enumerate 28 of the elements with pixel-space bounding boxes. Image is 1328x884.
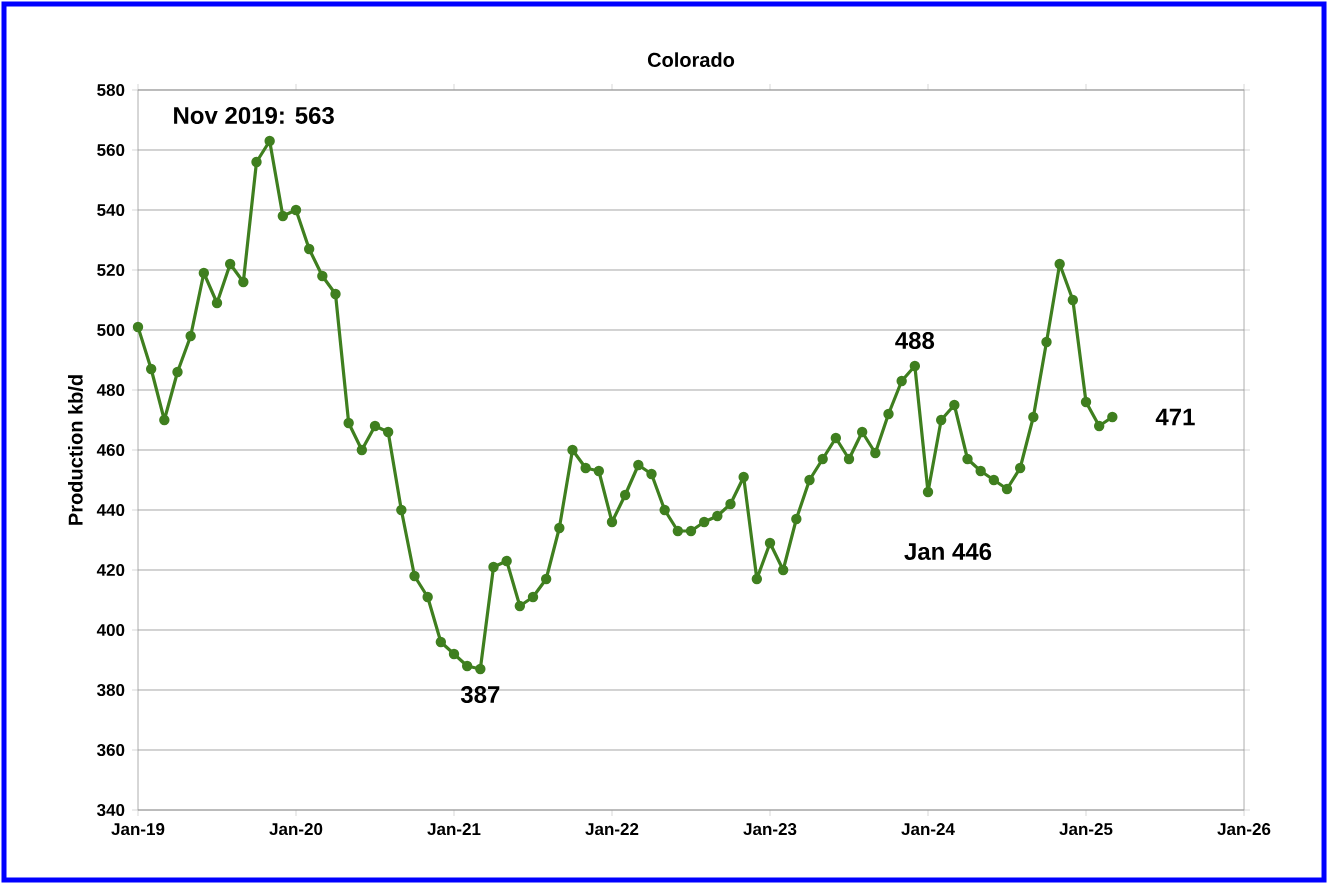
x-tick-label: Jan-23 [743,823,797,836]
y-tick-label: 580 [97,83,125,96]
y-tick-label: 340 [96,803,125,817]
x-tick-label: Jan-25 [1059,823,1113,836]
y-tick-label: 360 [96,743,125,757]
y-tick-label: 420 [96,563,125,577]
y-tick-label: 380 [96,683,125,697]
y-tick-label: 500 [97,323,125,337]
x-tick-label: Jan-26 [1217,823,1271,836]
y-tick-label: 560 [97,143,125,156]
x-tick-label: Jan-19 [111,823,165,836]
x-tick-label: Jan-21 [427,823,481,836]
annotation: 488 [895,331,935,349]
y-tick-label: 460 [96,443,125,457]
annotation: Nov 2019: 563 [174,106,334,124]
x-tick-label: Jan-22 [585,823,639,836]
annotation: 471 [1155,408,1195,426]
x-tick-label: Jan-24 [901,823,955,836]
chart-title: Colorado [647,52,735,67]
y-tick-label: 480 [96,383,125,397]
y-tick-label: 520 [97,263,125,276]
annotation: Jan 446 [904,543,992,561]
x-tick-label: Jan-20 [269,823,323,836]
y-tick-label: 440 [96,503,125,517]
y-axis-title: Production kb/d [68,375,83,525]
annotation: 387 [460,686,500,704]
y-tick-label: 540 [97,203,125,216]
y-tick-label: 400 [96,623,125,637]
